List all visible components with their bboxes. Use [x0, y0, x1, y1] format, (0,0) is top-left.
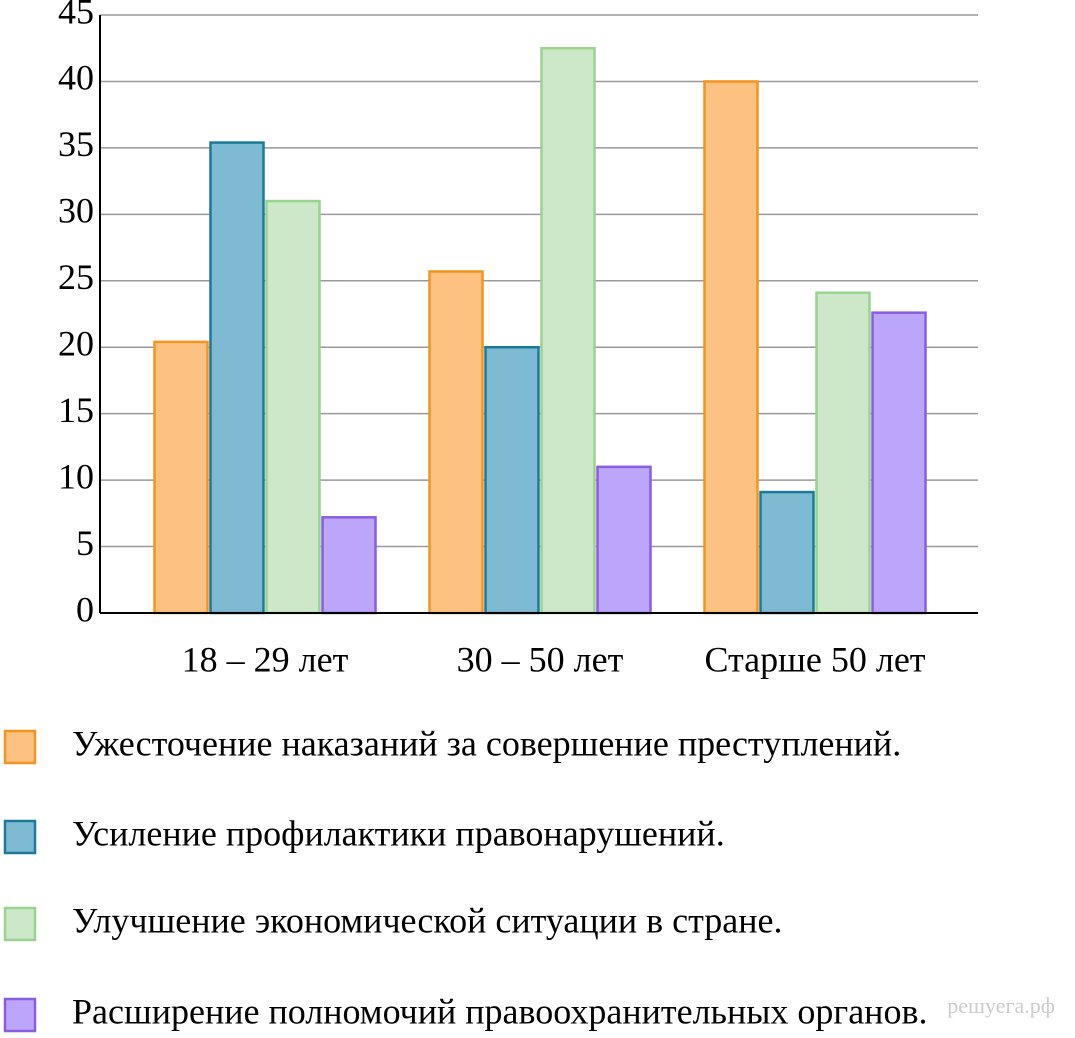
x-tick-label: 18 – 29 лет: [182, 639, 349, 679]
bar: [428, 270, 484, 615]
bar: [540, 46, 596, 615]
bar: [153, 340, 209, 615]
y-tick-label: 0: [76, 589, 94, 629]
bar: [484, 345, 540, 615]
x-tick-label: 30 – 50 лет: [457, 639, 624, 679]
bar: [815, 291, 871, 615]
bar: [321, 516, 377, 615]
legend-label: Усиление профилактики правонарушений.: [72, 813, 725, 853]
y-tick-label: 25: [58, 257, 94, 297]
bar: [265, 199, 321, 615]
legend-swatch: [3, 906, 37, 942]
x-tick-label: Старше 50 лет: [704, 639, 925, 679]
y-tick-label: 45: [58, 0, 94, 31]
legend-label: Расширение полномочий правоохранительных…: [72, 991, 927, 1031]
bar: [209, 141, 265, 615]
watermark: решуега.рф: [947, 993, 1055, 1018]
legend-swatch: [3, 997, 37, 1033]
y-tick-label: 10: [58, 456, 94, 496]
legend-label: Улучшение экономической ситуации в стран…: [72, 900, 783, 940]
y-tick-label: 35: [58, 124, 94, 164]
y-tick-label: 20: [58, 323, 94, 363]
bar: [871, 311, 927, 615]
legend-label: Ужесточение наказаний за совершение прес…: [72, 723, 901, 763]
y-tick-label: 30: [58, 191, 94, 231]
bar: [759, 490, 815, 615]
y-tick-label: 5: [76, 523, 94, 563]
legend-swatch: [3, 819, 37, 855]
bar: [596, 465, 652, 615]
legend-swatch: [3, 729, 37, 765]
bar: [703, 80, 759, 615]
y-tick-label: 40: [58, 58, 94, 98]
y-tick-label: 15: [58, 390, 94, 430]
